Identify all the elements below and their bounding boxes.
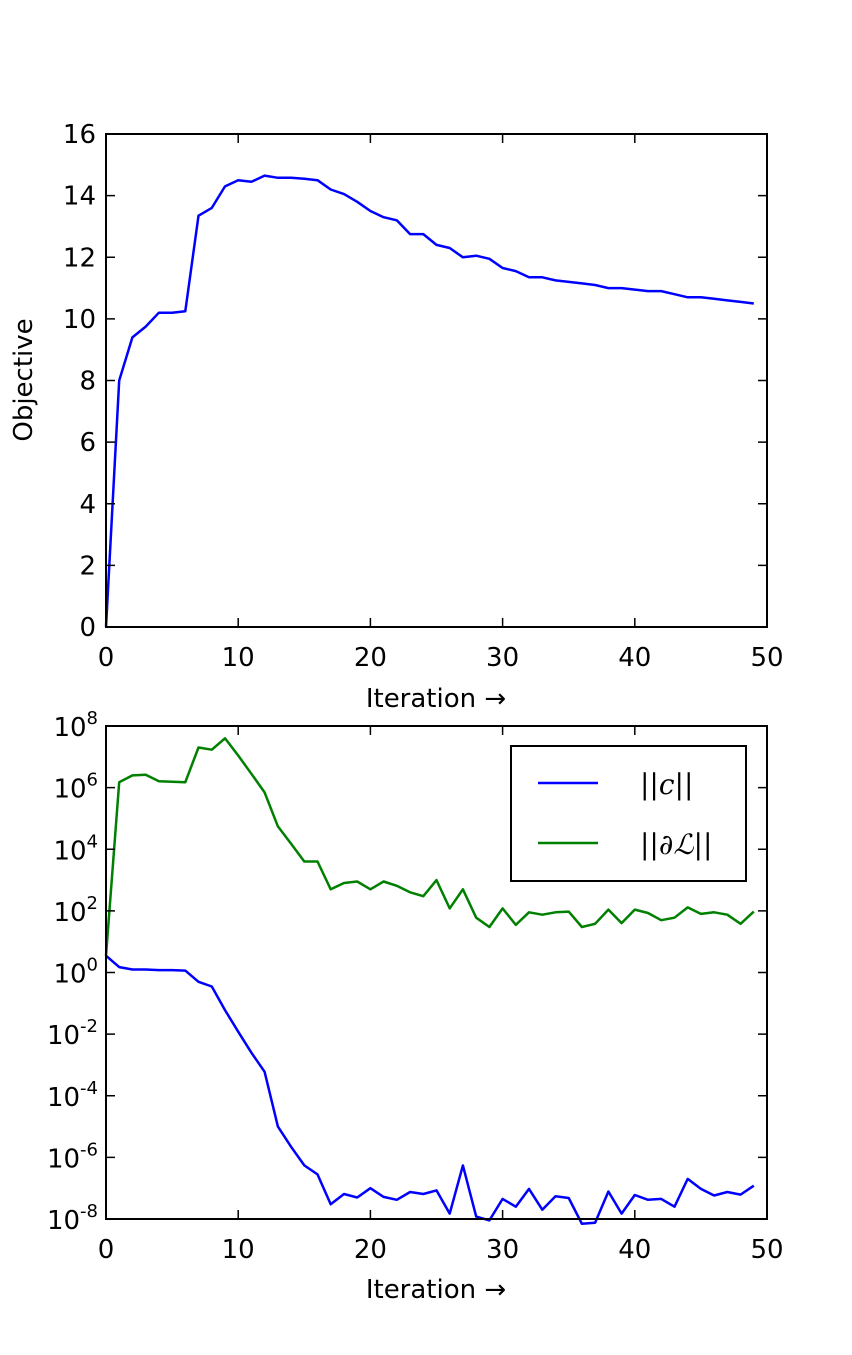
residuals-y-tick-label: 100 — [53, 955, 98, 990]
objective-ticks: 0 10 20 30 40 50 0 2 4 6 8 10 12 14 16 — [63, 120, 784, 673]
objective-x-tick-label: 40 — [618, 643, 651, 673]
residuals-series-line-1 — [104, 737, 755, 956]
residuals-y-tick-label: 104 — [53, 831, 98, 866]
residuals-ticks: 0 10 20 30 40 50 10-8 10-6 10-4 10-2 100 102 104 106 1… — [47, 708, 784, 1265]
objective-x-tick-label: 20 — [354, 643, 387, 673]
residuals-x-tick-label: 30 — [486, 1235, 519, 1265]
objective-x-tick-label: 30 — [486, 643, 519, 673]
residuals-y-tick-label: 10-4 — [47, 1078, 98, 1113]
residuals-y-tick-label: 106 — [53, 770, 98, 805]
objective-y-tick-label: 10 — [63, 305, 96, 335]
objective-y-tick-label: 0 — [79, 613, 96, 643]
objective-y-tick-label: 12 — [63, 243, 96, 273]
residuals-series-line-0 — [105, 954, 755, 1226]
objective-x-axis-label: Iteration → — [366, 684, 506, 714]
residuals-x-tick-label: 20 — [354, 1235, 387, 1265]
objective-y-tick-label: 4 — [79, 490, 96, 520]
objective-plot-lines — [104, 174, 754, 628]
objective-chart: 0 10 20 30 40 50 0 2 4 6 8 10 12 14 16 Iteration → Obj… — [9, 120, 784, 714]
legend-label-constraint: ||c|| — [640, 768, 693, 801]
residuals-x-tick-label: 50 — [750, 1235, 783, 1265]
residuals-y-tick-label: 10-2 — [47, 1016, 98, 1051]
objective-y-axis-label: Objective — [9, 318, 39, 441]
residuals-y-tick-label: 10-6 — [47, 1139, 98, 1174]
residuals-x-axis-label: Iteration → — [366, 1275, 506, 1305]
residuals-y-tick-label: 10-8 — [47, 1201, 98, 1236]
residuals-plot-lines — [104, 737, 755, 1226]
legend-label-lagrangian-gradient: ||∂ℒ|| — [640, 828, 712, 861]
residuals-chart: 0 10 20 30 40 50 10-8 10-6 10-4 10-2 100 102 104 106 1… — [47, 708, 784, 1305]
objective-x-tick-label: 0 — [98, 643, 115, 673]
legend-frame — [510, 745, 747, 882]
objective-y-tick-label: 14 — [63, 182, 96, 212]
residuals-y-tick-label: 102 — [53, 893, 98, 928]
objective-x-tick-label: 50 — [750, 643, 783, 673]
objective-series-line-0 — [104, 174, 754, 628]
residuals-x-tick-label: 0 — [98, 1235, 115, 1265]
objective-y-tick-label: 6 — [79, 428, 96, 458]
residuals-x-tick-label: 40 — [618, 1235, 651, 1265]
objective-y-tick-label: 16 — [63, 120, 96, 150]
residuals-x-tick-label: 10 — [222, 1235, 255, 1265]
objective-x-tick-label: 10 — [222, 643, 255, 673]
legend: ||c|| ||∂ℒ|| — [510, 745, 747, 882]
residuals-y-tick-label: 108 — [53, 708, 98, 743]
objective-y-tick-label: 8 — [79, 367, 96, 397]
objective-y-tick-label: 2 — [79, 551, 96, 581]
